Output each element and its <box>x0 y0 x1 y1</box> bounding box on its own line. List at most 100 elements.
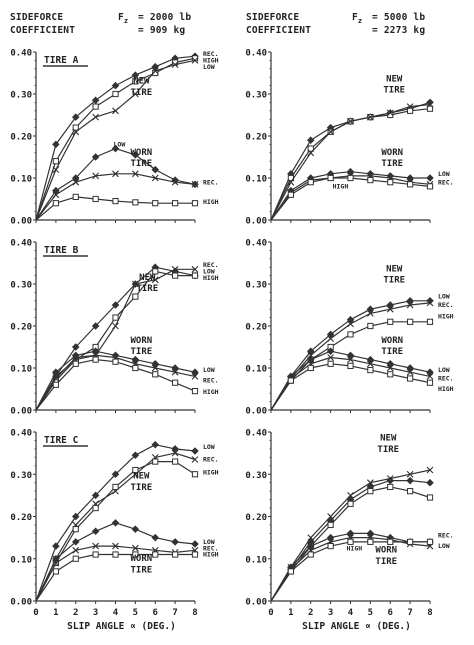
data-point <box>426 299 434 307</box>
data-point <box>326 533 335 542</box>
data-point-stroke-b <box>191 57 199 64</box>
data-point <box>152 200 159 207</box>
data-point <box>326 347 335 355</box>
data-point <box>191 200 199 207</box>
annotation-label: TIRE <box>383 86 405 96</box>
data-point <box>112 322 119 330</box>
x-tick-label: 3 <box>328 608 333 618</box>
data-point-stroke-b <box>151 364 159 372</box>
data-point <box>191 368 199 376</box>
data-point <box>72 546 80 554</box>
annotation-label: LOW <box>114 141 126 149</box>
y-tick-label: 0.00 <box>245 407 267 417</box>
data-point <box>407 107 414 114</box>
series-line <box>35 266 196 411</box>
x-tick-label: 8 <box>427 608 432 618</box>
data-point-stroke-b <box>92 113 100 121</box>
data-point-stroke-b <box>131 90 139 98</box>
y-tick-label: 0.10 <box>245 175 267 185</box>
data-point <box>172 200 179 207</box>
data-point-stroke-b <box>72 128 80 136</box>
data-point <box>91 527 100 536</box>
data-point <box>112 198 119 205</box>
data-point <box>426 297 434 305</box>
data-point <box>72 360 79 367</box>
series-6 <box>35 356 199 411</box>
x-tick-label: 7 <box>407 608 412 618</box>
data-point <box>132 466 139 474</box>
x-tick-label: 5 <box>133 608 138 618</box>
data-point <box>406 470 414 478</box>
data-point <box>151 67 159 75</box>
x-tick-label: 1 <box>53 608 58 618</box>
data-point <box>131 355 140 364</box>
annotation-label: WORN <box>381 148 403 158</box>
chart-panel-right-bottom: 0.00 0.10 0.20 0.30 0.40 0 1 2 3 4 5 6 7 8 SLIP ANGLE … <box>245 429 453 633</box>
data-point <box>171 265 179 273</box>
data-point-stroke-b <box>366 479 374 487</box>
data-point <box>366 479 374 487</box>
data-point-stroke-b <box>72 546 80 554</box>
annotation-label: LOW <box>438 366 450 374</box>
x-tick-label: 5 <box>368 608 373 618</box>
annotation-label: TIRE <box>375 557 397 567</box>
data-point <box>172 272 179 279</box>
x-axis-label: SLIP ANGLE ∝ (DEG.) <box>302 621 411 632</box>
data-point-stroke-b <box>287 178 295 186</box>
data-point <box>287 191 294 198</box>
data-point <box>171 61 179 68</box>
series-4 <box>35 519 199 602</box>
y-tick-label: 0.40 <box>10 429 32 439</box>
data-point <box>131 90 139 98</box>
data-point <box>307 551 314 558</box>
data-point <box>171 364 179 372</box>
data-point <box>131 525 140 533</box>
annotation-label: NEW <box>380 433 397 443</box>
series-3 <box>35 57 199 221</box>
data-point <box>306 347 315 355</box>
series-5 <box>35 170 199 221</box>
data-point-stroke-b <box>112 107 119 115</box>
data-point <box>327 335 335 342</box>
data-point <box>132 293 139 300</box>
data-point <box>72 555 79 562</box>
header-right-value1: = 5000 lb <box>372 12 426 23</box>
data-point <box>387 371 394 378</box>
y-tick-label: 0.10 <box>245 555 267 565</box>
data-point <box>386 109 394 117</box>
data-point-stroke-b <box>406 301 414 309</box>
data-point <box>426 494 434 501</box>
data-point-stroke-b <box>171 178 179 186</box>
series-line <box>35 553 195 602</box>
data-point-stroke-b <box>151 174 159 182</box>
tire-label: TIRE B <box>44 245 79 256</box>
annotation-label: LOW <box>438 293 450 301</box>
header-left-value1: = 2000 lb <box>138 12 192 23</box>
series-1 <box>35 440 199 602</box>
data-point <box>406 368 414 376</box>
series-4 <box>35 347 199 411</box>
data-point <box>306 355 315 364</box>
y-tick-label: 0.00 <box>10 407 32 417</box>
series-line <box>35 461 196 602</box>
data-point-stroke-b <box>347 117 354 125</box>
data-point <box>191 471 199 478</box>
data-point <box>386 476 395 485</box>
fz-subscript: z <box>123 16 129 25</box>
data-point <box>426 478 434 487</box>
data-point-stroke-b <box>151 67 159 75</box>
data-point <box>347 320 354 328</box>
annotation-label: TIRE <box>381 159 403 169</box>
data-point <box>367 488 374 495</box>
data-point-stroke-b <box>366 113 374 121</box>
data-point <box>171 178 179 186</box>
data-point <box>151 165 160 174</box>
series-line <box>35 148 196 221</box>
y-tick-label: 0.40 <box>245 49 267 59</box>
data-point <box>191 265 199 273</box>
annotation-label: LOW <box>438 170 450 178</box>
data-point <box>346 351 355 360</box>
data-point <box>152 551 159 558</box>
data-point <box>72 526 79 533</box>
data-point <box>72 124 79 131</box>
